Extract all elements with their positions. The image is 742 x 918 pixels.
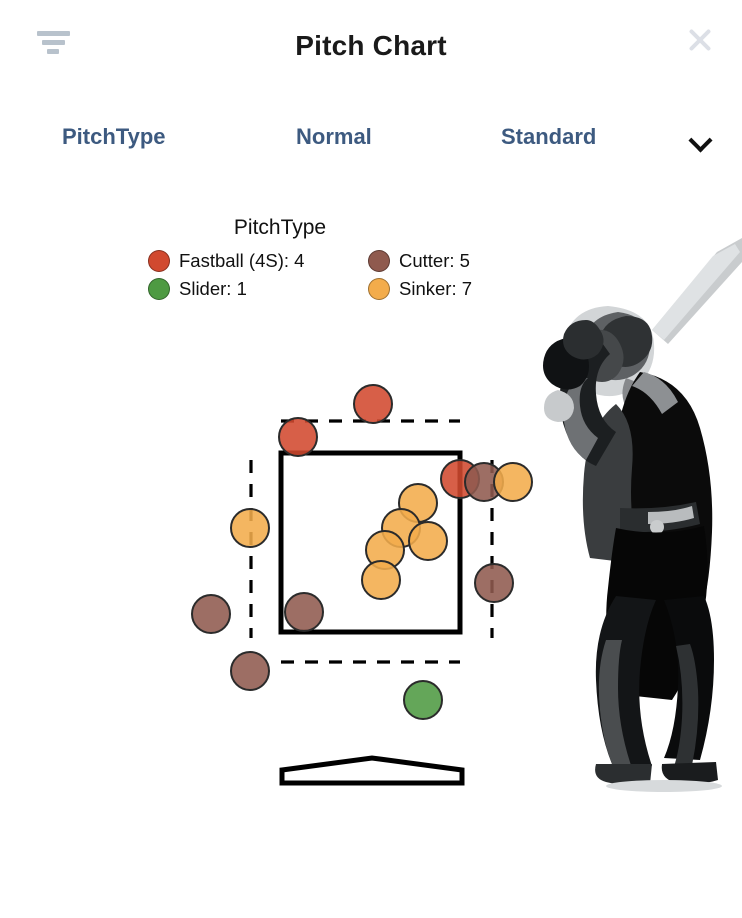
legend-label-cutter: Cutter: 5 xyxy=(399,250,470,271)
legend-label-fastball-4s: Fastball (4S): 4 xyxy=(179,250,305,271)
filter-icon[interactable] xyxy=(37,31,70,54)
control-standard[interactable]: Standard xyxy=(501,124,597,149)
control-bar: PitchType Normal Standard xyxy=(0,112,742,166)
legend-item-slider[interactable]: Slider: 1 xyxy=(148,276,304,302)
pitch-marker-sinker[interactable] xyxy=(408,521,448,561)
filter-icon-bar xyxy=(42,40,65,45)
pitch-marker-sinker[interactable] xyxy=(361,560,401,600)
pitch-marker-fastball-4s[interactable] xyxy=(278,417,318,457)
pitch-marker-sinker[interactable] xyxy=(493,462,533,502)
strike-zone xyxy=(278,450,463,635)
legend-title: PitchType xyxy=(233,216,327,239)
legend-label-slider: Slider: 1 xyxy=(179,278,247,299)
legend-column-right: Cutter: 5 Sinker: 7 xyxy=(368,248,472,304)
pitch-marker-fastball-4s[interactable] xyxy=(353,384,393,424)
shadow-zone xyxy=(249,419,494,664)
legend-item-sinker[interactable]: Sinker: 7 xyxy=(368,276,472,302)
control-pitchtype[interactable]: PitchType xyxy=(62,124,166,149)
legend-column-left: Fastball (4S): 4 Slider: 1 xyxy=(148,248,304,304)
legend-swatch-fastball-4s xyxy=(148,250,170,272)
legend-item-fastball-4s[interactable]: Fastball (4S): 4 xyxy=(148,248,304,274)
pitch-marker-cutter[interactable] xyxy=(191,594,231,634)
close-icon[interactable] xyxy=(683,23,717,57)
page-title: Pitch Chart xyxy=(295,30,447,61)
legend-swatch-cutter xyxy=(368,250,390,272)
pitch-marker-cutter[interactable] xyxy=(464,462,504,502)
pitch-marker-fastball-4s[interactable] xyxy=(440,459,480,499)
pitch-marker-sinker[interactable] xyxy=(365,530,405,570)
chevron-down-icon[interactable] xyxy=(690,132,714,146)
batter-silhouette xyxy=(543,238,742,792)
pitch-markers xyxy=(191,384,533,720)
pitch-marker-cutter[interactable] xyxy=(474,563,514,603)
pitch-marker-sinker[interactable] xyxy=(230,508,270,548)
pitch-marker-cutter[interactable] xyxy=(230,651,270,691)
pitch-marker-cutter[interactable] xyxy=(284,592,324,632)
pitch-marker-sinker[interactable] xyxy=(381,508,421,548)
legend: PitchType Fastball (4S): 4 Slider: 1 Cut… xyxy=(0,216,742,306)
pitch-marker-slider[interactable] xyxy=(403,680,443,720)
filter-icon-bar xyxy=(47,49,59,54)
legend-item-cutter[interactable]: Cutter: 5 xyxy=(368,248,472,274)
legend-swatch-slider xyxy=(148,278,170,300)
header: Pitch Chart xyxy=(0,0,742,92)
legend-label-sinker: Sinker: 7 xyxy=(399,278,473,299)
control-normal[interactable]: Normal xyxy=(296,124,372,149)
pitch-marker-sinker[interactable] xyxy=(398,483,438,523)
home-plate xyxy=(279,755,465,786)
legend-swatch-sinker xyxy=(368,278,390,300)
filter-icon-bar xyxy=(37,31,70,36)
